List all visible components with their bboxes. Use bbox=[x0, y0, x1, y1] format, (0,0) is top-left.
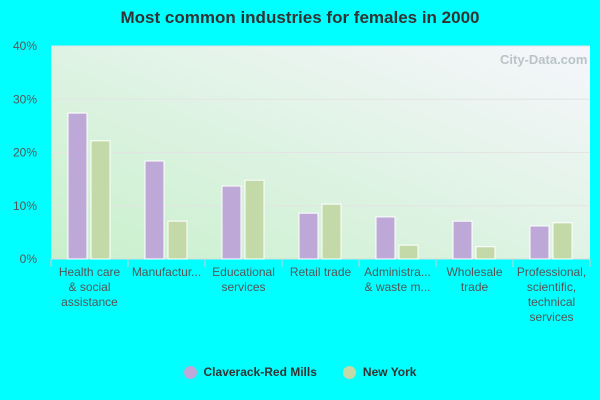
bar-claverack bbox=[529, 225, 550, 260]
bar-claverack bbox=[375, 216, 396, 260]
bar-new-york bbox=[552, 222, 573, 260]
legend-label: Claverack-Red Mills bbox=[203, 365, 317, 379]
y-tick-label: 40% bbox=[13, 39, 37, 53]
legend-item-claverack: Claverack-Red Mills bbox=[183, 365, 317, 379]
bar-claverack bbox=[221, 185, 242, 260]
legend-item-new-york: New York bbox=[342, 365, 417, 379]
bar-new-york bbox=[398, 244, 419, 260]
y-tick-label: 0% bbox=[20, 252, 38, 266]
bar-claverack bbox=[452, 220, 473, 260]
x-tick-label: Professional, bbox=[517, 265, 586, 279]
bar-claverack bbox=[67, 112, 88, 260]
y-tick-label: 30% bbox=[13, 92, 37, 106]
legend: Claverack-Red Mills New York bbox=[0, 365, 600, 379]
watermark: City-Data.com bbox=[500, 52, 587, 67]
x-tick-label: trade bbox=[461, 280, 489, 294]
x-tick-label: Educational bbox=[212, 265, 275, 279]
bar-claverack bbox=[298, 212, 319, 260]
chart-title: Most common industries for females in 20… bbox=[120, 8, 480, 27]
x-tick-label: technical bbox=[528, 295, 575, 309]
bar-new-york bbox=[475, 246, 496, 260]
x-tick-label: assistance bbox=[61, 295, 118, 309]
y-tick-label: 20% bbox=[13, 146, 37, 160]
x-tick-label: & waste m... bbox=[364, 280, 430, 294]
y-tick-label: 10% bbox=[13, 199, 37, 213]
x-tick-label: services bbox=[529, 310, 573, 324]
bar-new-york bbox=[90, 140, 111, 260]
bar-new-york bbox=[244, 179, 265, 260]
x-tick-label: Wholesale bbox=[446, 265, 502, 279]
x-tick-label: Health care bbox=[59, 265, 121, 279]
bar-new-york bbox=[321, 203, 342, 260]
x-tick-label: Manufactur... bbox=[132, 265, 201, 279]
x-tick-label: Administra... bbox=[364, 265, 431, 279]
legend-swatch bbox=[342, 365, 356, 379]
bar-claverack bbox=[144, 160, 165, 260]
bar-new-york bbox=[167, 220, 188, 260]
x-tick-label: Retail trade bbox=[290, 265, 352, 279]
x-tick-label: services bbox=[221, 280, 265, 294]
legend-swatch bbox=[183, 365, 197, 379]
x-tick-label: scientific, bbox=[527, 280, 576, 294]
x-tick-label: & social bbox=[68, 280, 110, 294]
legend-label: New York bbox=[362, 365, 417, 379]
